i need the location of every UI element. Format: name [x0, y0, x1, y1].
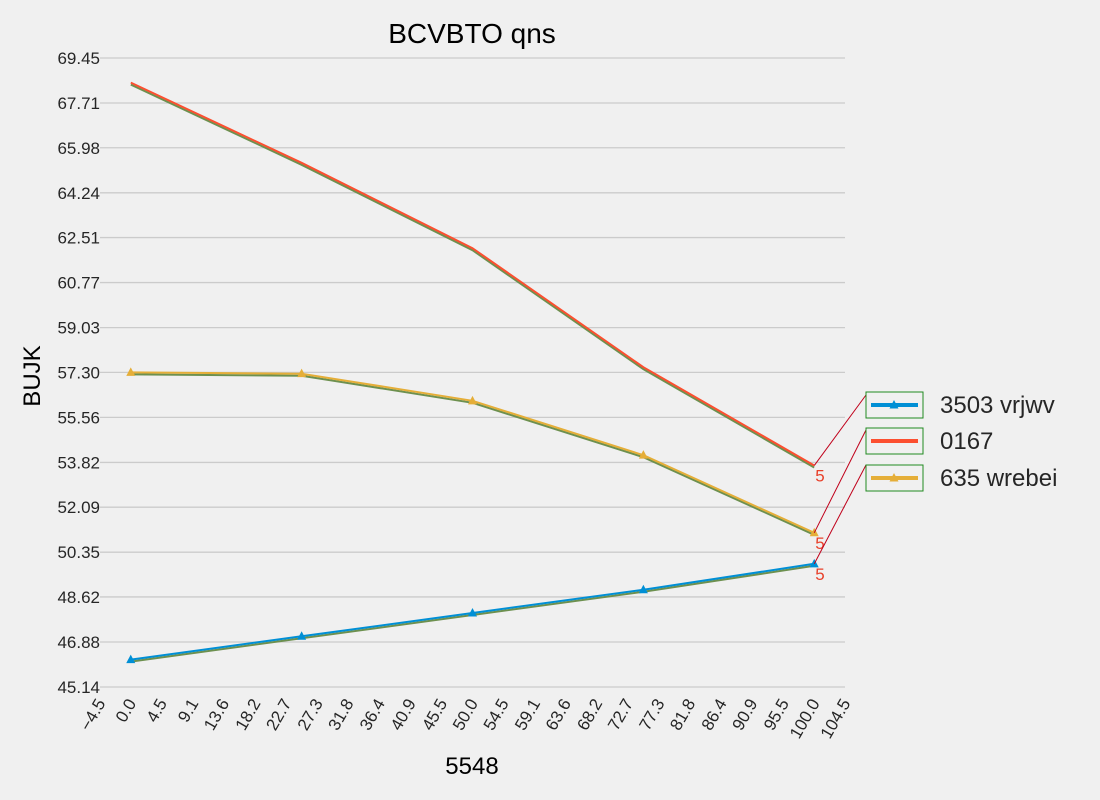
legend: 3503 vrjwv 0167 635 wrebei [865, 391, 1057, 492]
x-tick-label: 54.5 [480, 696, 513, 734]
x-tick-label: 0.0 [112, 696, 140, 726]
y-tick-label: 59.03 [57, 319, 100, 338]
x-tick-label: 18.2 [232, 696, 265, 734]
y-tick-label: 57.30 [57, 363, 100, 382]
chart-title: BCVBTO qns [388, 18, 556, 49]
x-axis-label: 5548 [445, 753, 498, 780]
series-lines [126, 81, 819, 664]
data-point-marker [638, 450, 648, 459]
x-tick-label: 104.5 [817, 696, 855, 742]
annotation-label: 5 [815, 565, 824, 584]
data-point-marker [468, 608, 477, 617]
y-tick-label: 67.71 [57, 94, 100, 113]
grid-lines [100, 57, 845, 688]
x-tick-label: 27.3 [294, 696, 327, 734]
y-tick-label: 45.14 [57, 678, 100, 697]
y-tick-label: 50.35 [57, 543, 100, 562]
data-point-marker [638, 584, 648, 594]
y-tick-label: 69.45 [57, 49, 100, 68]
legend-marker [889, 473, 899, 482]
y-tick-label: 62.51 [57, 229, 100, 248]
annotation-label: 5 [815, 534, 824, 553]
annotation-label: 5 [815, 467, 824, 486]
annotation-connector [813, 394, 867, 466]
x-tick-label: 31.8 [325, 696, 358, 734]
y-tick-label: 52.09 [57, 498, 100, 517]
x-tick-label: 63.6 [542, 696, 575, 734]
x-tick-label: 36.4 [356, 696, 389, 734]
x-tick-label: 72.7 [604, 696, 637, 734]
y-axis-label: BUJK [19, 345, 46, 406]
y-tick-label: 60.77 [57, 274, 100, 293]
x-tick-label: 90.9 [729, 696, 762, 734]
data-point-marker [126, 367, 136, 376]
x-tick-label: 9.1 [174, 696, 202, 726]
x-tick-label: 13.6 [200, 696, 233, 734]
annotation-connector [813, 429, 867, 534]
data-point-marker [126, 654, 136, 664]
data-point-marker [297, 368, 307, 378]
x-tick-label: 59.1 [511, 696, 544, 734]
x-tick-label: 4.5 [143, 696, 171, 726]
y-tick-label: 65.98 [57, 139, 100, 158]
y-tick-label: 64.24 [57, 184, 100, 203]
x-tick-label: 86.4 [698, 696, 731, 734]
x-tick-label: 50.0 [449, 696, 482, 734]
x-tick-label: 40.9 [387, 696, 420, 734]
x-tick-label: 45.5 [418, 696, 451, 734]
x-tick-label: −4.5 [76, 696, 109, 735]
y-tick-label: 46.88 [57, 633, 100, 652]
legend-label: 635 wrebei [940, 465, 1057, 492]
y-tick-labels: 45.14 46.88 48.62 50.35 52.09 53.82 55.56 57.30… [57, 49, 100, 697]
x-tick-label: 22.7 [262, 696, 295, 734]
data-point-marker [468, 395, 477, 405]
data-point-marker [297, 631, 307, 640]
legend-label: 3503 vrjwv [940, 392, 1055, 419]
y-tick-label: 55.56 [57, 408, 100, 427]
x-tick-label: 100.0 [786, 696, 824, 742]
series-line [130, 81, 815, 467]
y-tick-label: 48.62 [57, 588, 100, 607]
x-tick-label: 68.2 [573, 696, 606, 734]
annotation-connector [813, 464, 867, 565]
x-tick-label: 77.3 [636, 696, 669, 734]
legend-marker [889, 400, 899, 409]
x-tick-labels: −4.5 0.0 4.5 9.113.618.222.727.331.836.440.… [76, 696, 854, 742]
series-shadow-line [130, 83, 815, 469]
y-tick-label: 53.82 [57, 453, 100, 472]
legend-label: 0167 [940, 428, 993, 455]
x-tick-label: 81.8 [666, 696, 699, 734]
annotations: 5 5 5 [813, 394, 867, 584]
